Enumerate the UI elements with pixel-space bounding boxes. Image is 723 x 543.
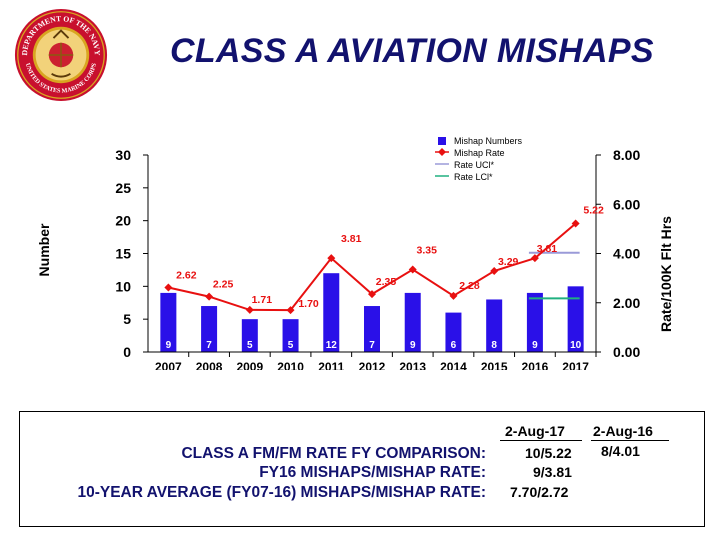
bar — [486, 299, 503, 352]
col1-header: 2-Aug-17 — [505, 423, 565, 439]
summary-row-label: 10-YEAR AVERAGE (FY07-16) MISHAPS/MISHAP… — [77, 484, 486, 501]
rate-value-label: 2.35 — [376, 276, 397, 288]
summary-row-label: CLASS A FM/FM RATE FY COMPARISON: — [181, 445, 486, 462]
bar-value-label: 5 — [247, 340, 253, 351]
legend-label: Rate LCl* — [454, 172, 493, 182]
bar — [201, 306, 218, 352]
x-tick-label: 2013 — [399, 360, 426, 370]
bar-value-label: 8 — [491, 340, 497, 351]
y2-axis-label: Rate/100K Flt Hrs — [658, 216, 674, 332]
y-tick-label: 15 — [115, 246, 131, 262]
x-tick-label: 2015 — [481, 360, 508, 370]
rate-value-label: 2.25 — [213, 279, 234, 291]
col2-underline — [591, 440, 669, 441]
bar-value-label: 9 — [166, 340, 172, 351]
rate-value-label: 5.22 — [583, 204, 604, 216]
rate-marker — [327, 254, 336, 263]
axes: 0 5 10 15 20 25 30 0.00 2.00 4.00 6.00 8.00 2007 2008… — [115, 147, 640, 370]
x-tick-label: 2016 — [522, 360, 549, 370]
rate-value-label: 3.81 — [341, 233, 362, 245]
bar — [160, 292, 177, 352]
summary-row-label: FY16 MISHAPS/MISHAP RATE: — [259, 464, 486, 481]
legend-swatch-rate-marker — [438, 148, 446, 156]
rate-value-label: 3.35 — [417, 245, 438, 257]
x-tick-label: 2011 — [318, 360, 344, 370]
y-tick-label: 20 — [115, 213, 131, 229]
legend-label: Mishap Numbers — [454, 136, 523, 146]
summary-row-col1: 7.70/2.72 — [510, 484, 569, 500]
rate-value-label: 2.28 — [459, 280, 480, 292]
y2-tick-label: 8.00 — [613, 147, 640, 163]
col1-underline — [500, 440, 582, 441]
rate-marker — [164, 283, 173, 292]
x-tick-label: 2012 — [359, 360, 386, 370]
rate-value-label: 2.62 — [176, 269, 197, 281]
y2-tick-label: 0.00 — [613, 344, 640, 360]
rate-marker — [571, 219, 580, 228]
rate-value-label: 3.81 — [537, 243, 558, 255]
legend: Mishap Numbers Mishap Rate Rate UCl* Rate L… — [435, 136, 523, 182]
summary-row-col1: 9/3.81 — [533, 464, 572, 480]
x-tick-label: 2007 — [155, 360, 182, 370]
legend-label: Rate UCl* — [454, 160, 495, 170]
x-tick-label: 2014 — [440, 360, 467, 370]
rate-marker — [449, 291, 458, 300]
rate-value-label: 1.70 — [298, 298, 319, 310]
rate-marker — [490, 266, 499, 275]
bar-value-label: 9 — [410, 340, 416, 351]
bar-value-label: 7 — [206, 340, 212, 351]
bar-value-label: 10 — [570, 340, 582, 351]
bar — [567, 286, 584, 352]
legend-label: Mishap Rate — [454, 148, 505, 158]
rate-value-label: 1.71 — [252, 294, 273, 306]
summary-row-col1: 10/5.22 — [525, 445, 572, 461]
bar-value-label: 9 — [532, 340, 538, 351]
page-title: CLASS A AVIATION MISHAPS — [170, 32, 654, 70]
y-axis-label: Number — [36, 223, 52, 276]
bar — [364, 306, 380, 352]
bar-value-label: 5 — [288, 340, 294, 351]
x-tick-label: 2017 — [562, 360, 589, 370]
y-tick-label: 0 — [123, 344, 131, 360]
y2-tick-label: 2.00 — [613, 295, 640, 311]
bar-value-label: 7 — [369, 340, 375, 351]
marine-corps-seal: DEPARTMENT OF THE NAVY UNITED STATES MAR… — [14, 8, 108, 102]
mishap-chart: 0 5 10 15 20 25 30 0.00 2.00 4.00 6.00 8.00 2007 2008… — [36, 136, 674, 370]
rate-marker — [286, 306, 295, 315]
rate-marker — [205, 292, 214, 301]
bar — [404, 292, 421, 352]
summary-table: 2-Aug-17 2-Aug-16 CLASS A FM/FM RATE FY … — [19, 411, 705, 527]
bar-series — [160, 273, 584, 352]
bar-value-label: 12 — [326, 340, 338, 351]
x-tick-label: 2010 — [277, 360, 304, 370]
data-labels: 9 7 5 5 12 7 9 6 8 9 10 2.62 2.25 1.71 1.70 3.81 2.35 3.3… — [166, 204, 604, 351]
rate-value-label: 3.29 — [498, 256, 519, 268]
rate-marker — [245, 305, 254, 314]
bar — [526, 292, 543, 352]
y-tick-label: 30 — [115, 147, 131, 163]
bar — [445, 312, 462, 352]
summary-row-col2: 8/4.01 — [601, 443, 640, 459]
line-series — [164, 219, 580, 315]
bar — [282, 319, 299, 352]
y-tick-label: 25 — [115, 180, 131, 196]
y-tick-label: 5 — [123, 311, 131, 327]
bar-value-label: 6 — [451, 340, 457, 351]
bar — [241, 319, 258, 352]
x-tick-label: 2009 — [236, 360, 263, 370]
x-tick-label: 2008 — [196, 360, 223, 370]
rate-marker — [368, 290, 376, 299]
y-tick-label: 10 — [115, 278, 131, 294]
y2-tick-label: 4.00 — [613, 246, 640, 262]
rate-marker — [530, 254, 539, 263]
rate-marker — [408, 265, 417, 274]
col2-header: 2-Aug-16 — [593, 423, 653, 439]
legend-swatch-bar — [438, 137, 446, 145]
y2-tick-label: 6.00 — [613, 196, 640, 212]
bar — [323, 273, 340, 352]
